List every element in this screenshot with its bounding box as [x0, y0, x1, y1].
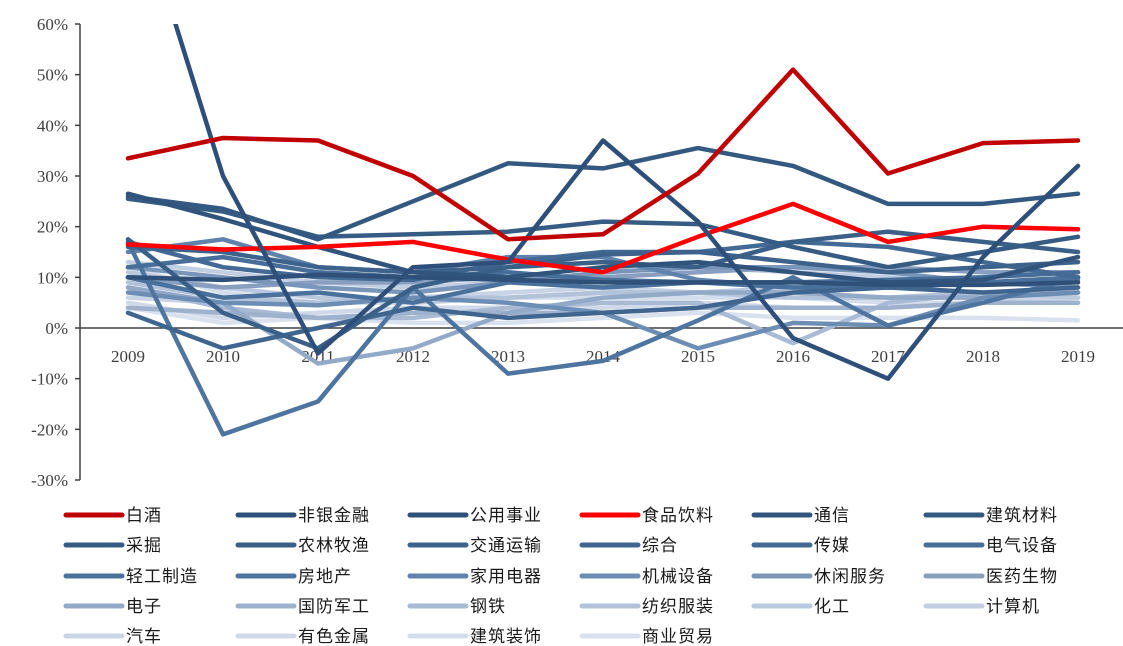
legend-item: 计算机 — [923, 597, 1040, 617]
legend-item: 农林牧渔 — [235, 536, 370, 556]
legend-label: 医药生物 — [986, 567, 1058, 587]
legend-label: 采掘 — [126, 536, 162, 556]
legend-item: 机械设备 — [579, 567, 714, 587]
series-line-11 — [125, 239, 1081, 283]
series-line-2 — [173, 24, 1081, 381]
legend-label: 化工 — [814, 597, 850, 617]
legend-item: 国防军工 — [235, 597, 370, 617]
legend-label: 综合 — [642, 536, 678, 556]
y-tick-label: 10% — [37, 268, 68, 287]
y-tick-label: 40% — [37, 116, 68, 135]
legend-label: 休闲服务 — [814, 567, 886, 587]
legend-label: 白酒 — [126, 506, 162, 526]
legend-item: 公用事业 — [407, 506, 542, 526]
legend-item: 综合 — [579, 536, 678, 556]
legend-label: 商业贸易 — [642, 627, 714, 646]
legend-label: 轻工制造 — [126, 567, 198, 587]
legend-label: 计算机 — [986, 597, 1040, 617]
x-tick-label: 2010 — [206, 347, 240, 366]
legend-item: 建筑材料 — [923, 506, 1058, 526]
series-line-19 — [125, 285, 1081, 366]
legend-item: 家用电器 — [407, 567, 542, 587]
legend-label: 钢铁 — [470, 597, 506, 617]
legend-item: 采掘 — [63, 536, 162, 556]
legend-item: 有色金属 — [235, 627, 370, 646]
legend-item: 钢铁 — [407, 597, 506, 617]
x-tick-label: 2017 — [871, 347, 906, 366]
legend-label: 电子 — [126, 597, 162, 617]
legend-item: 白酒 — [63, 506, 162, 526]
series-line-3 — [125, 272, 1081, 288]
legend-item: 食品饮料 — [579, 506, 714, 526]
legend-item: 医药生物 — [923, 567, 1058, 587]
legend-label: 交通运输 — [470, 536, 542, 556]
y-tick-label: -30% — [31, 471, 68, 490]
series-line-4 — [125, 201, 1081, 275]
y-tick-label: 30% — [37, 167, 68, 186]
legend-item: 化工 — [751, 597, 850, 617]
legend-item: 休闲服务 — [751, 567, 886, 587]
legend-label: 公用事业 — [470, 506, 542, 526]
legend-label: 农林牧渔 — [298, 536, 370, 556]
x-tick-label: 2016 — [776, 347, 810, 366]
legend-item: 非银金融 — [235, 506, 370, 526]
legend-label: 机械设备 — [642, 567, 714, 587]
series-lines — [125, 24, 1081, 437]
legend-item: 房地产 — [235, 567, 352, 587]
x-tick-label: 2018 — [966, 347, 1000, 366]
series-line-1 — [125, 67, 1081, 242]
y-axis: 60% 50% 40% 30% 20% 10% 0% -10% -20% -30% — [31, 15, 81, 490]
y-tick-label: 50% — [37, 66, 68, 85]
x-tick-label: 2019 — [1061, 347, 1095, 366]
legend-item: 汽车 — [63, 627, 162, 646]
legend-label: 通信 — [814, 506, 850, 526]
legend-label: 食品饮料 — [642, 506, 714, 526]
legend-item: 商业贸易 — [579, 627, 714, 646]
legend-label: 传媒 — [814, 536, 850, 556]
legend-label: 电气设备 — [986, 536, 1058, 556]
legend-label: 国防军工 — [298, 597, 370, 617]
legend-item: 轻工制造 — [63, 567, 198, 587]
legend-label: 建筑材料 — [986, 506, 1058, 526]
legend-item: 电子 — [63, 597, 162, 617]
legend-label: 房地产 — [298, 567, 352, 587]
legend-label: 建筑装饰 — [470, 627, 542, 646]
legend-label: 汽车 — [126, 627, 162, 646]
series-line-6 — [125, 145, 1081, 242]
x-tick-label: 2013 — [491, 347, 525, 366]
y-tick-label: -20% — [31, 420, 68, 439]
x-tick-label: 2009 — [111, 347, 145, 366]
legend-item: 电气设备 — [923, 536, 1058, 556]
legend-item: 通信 — [751, 506, 850, 526]
series-line-14 — [125, 239, 1081, 437]
y-tick-label: 60% — [37, 15, 68, 34]
series-line-9 — [125, 244, 1081, 275]
legend-item: 建筑装饰 — [407, 627, 542, 646]
x-tick-label: 2015 — [681, 347, 715, 366]
legend-item: 纺织服装 — [579, 597, 714, 617]
legend-label: 有色金属 — [298, 627, 370, 646]
y-tick-label: 20% — [37, 218, 68, 237]
y-tick-label: 0% — [45, 319, 68, 338]
legend-item: 交通运输 — [407, 536, 542, 556]
legend-label: 非银金融 — [298, 506, 370, 526]
legend-label: 家用电器 — [470, 567, 542, 587]
legend-label: 纺织服装 — [642, 597, 714, 617]
series-line-12 — [125, 254, 1081, 285]
legend-item: 传媒 — [751, 536, 850, 556]
series-line-5 — [125, 191, 1081, 285]
y-tick-label: -10% — [31, 370, 68, 389]
